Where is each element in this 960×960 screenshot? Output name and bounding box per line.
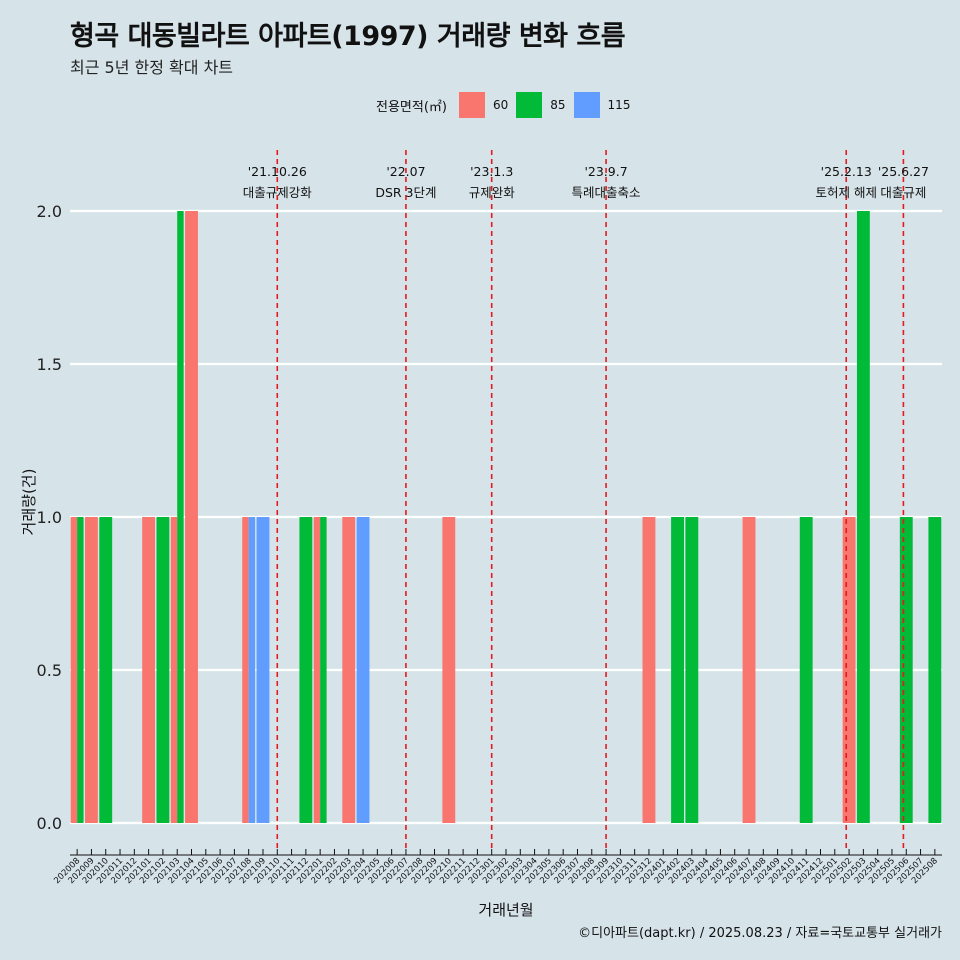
legend-label-85: 85 bbox=[550, 98, 566, 112]
event-name-label: 대출규제 bbox=[880, 185, 926, 200]
y-tick-label: 0.5 bbox=[37, 661, 62, 680]
bar-85-202506 bbox=[899, 517, 913, 823]
bar-60-202101 bbox=[142, 517, 156, 823]
bar-60-202407 bbox=[742, 517, 756, 823]
legend-label-60: 60 bbox=[492, 98, 509, 112]
bar-60-202312 bbox=[642, 517, 656, 823]
event-name-label: 대출규제강화 bbox=[243, 185, 313, 200]
bar-85-202503 bbox=[856, 211, 870, 823]
event-date-label: '25.6.27 bbox=[878, 164, 929, 179]
bar-115-202109 bbox=[256, 517, 270, 823]
event-date-label: '23.1.3 bbox=[470, 164, 513, 179]
chart-title: 형곡 대동빌라트 아파트(1997) 거래량 변화 흐름 bbox=[70, 21, 626, 52]
gridlines bbox=[70, 209, 942, 825]
event-markers: '21.10.26 대출규제강화 '22.07 DSR 3단계 '23.1.3 규제완화 '… bbox=[243, 150, 929, 850]
event-date-label: '25.2.13 bbox=[821, 164, 872, 179]
legend-item-85: 85 bbox=[516, 92, 566, 118]
legend-label-115: 115 bbox=[607, 98, 631, 112]
legend-swatch-60 bbox=[458, 92, 485, 118]
bar-60-202108 bbox=[242, 517, 249, 823]
bar-85-202403 bbox=[685, 517, 699, 823]
bar-60-202103 bbox=[170, 517, 178, 823]
bar-60-202201 bbox=[313, 517, 321, 823]
event-date-label: '23.9.7 bbox=[584, 164, 627, 179]
legend-item-60: 60 bbox=[458, 92, 509, 118]
bar-85-202402 bbox=[671, 517, 684, 823]
bar-85-202411 bbox=[799, 517, 813, 823]
y-tick-label: 1.0 bbox=[37, 508, 62, 527]
bar-85-202112 bbox=[299, 517, 313, 823]
bar-60-202008 bbox=[70, 517, 78, 823]
event-name-label: 특례대출축소 bbox=[572, 185, 641, 200]
chart-subtitle: 최근 5년 한정 확대 차트 bbox=[70, 58, 234, 77]
bar-60-202009 bbox=[85, 517, 98, 823]
bar-85-202010 bbox=[99, 517, 113, 823]
bar-60-202203 bbox=[342, 517, 356, 823]
bar-60-202502 bbox=[842, 517, 856, 823]
event-date-label: '21.10.26 bbox=[248, 164, 307, 179]
bar-85-202201 bbox=[320, 517, 327, 823]
legend-title: 전용면적(㎡) bbox=[376, 99, 447, 115]
legend-item-115: 115 bbox=[573, 92, 631, 118]
event-name-label: DSR 3단계 bbox=[375, 185, 436, 200]
bar-60-202104 bbox=[185, 211, 198, 823]
bar-85-202508 bbox=[928, 517, 942, 823]
y-tick-label: 0.0 bbox=[37, 814, 62, 833]
bar-115-202108 bbox=[248, 517, 256, 823]
event-name-label: 규제완화 bbox=[469, 185, 516, 200]
y-tick-label: 2.0 bbox=[37, 202, 62, 221]
bar-85-202008 bbox=[77, 517, 84, 823]
credit-text: ©디아파트(dapt.kr) / 2025.08.23 / 자료=국토교통부 실… bbox=[578, 926, 942, 941]
y-axis-label: 거래량(건) bbox=[20, 469, 38, 536]
event-date-label: '22.07 bbox=[386, 164, 425, 179]
bar-85-202103 bbox=[177, 211, 184, 823]
y-tick-label: 1.5 bbox=[37, 355, 62, 374]
x-axis-label: 거래년월 bbox=[478, 901, 533, 919]
bar-60-202210 bbox=[442, 517, 456, 823]
legend-swatch-115 bbox=[573, 92, 600, 118]
event-name-label: 토허제 해제 bbox=[815, 185, 876, 200]
bar-85-202102 bbox=[156, 517, 170, 823]
bar-115-202204 bbox=[356, 517, 370, 823]
legend-swatch-85 bbox=[516, 92, 543, 118]
legend: 전용면적(㎡) 60 85 115 bbox=[376, 92, 638, 118]
